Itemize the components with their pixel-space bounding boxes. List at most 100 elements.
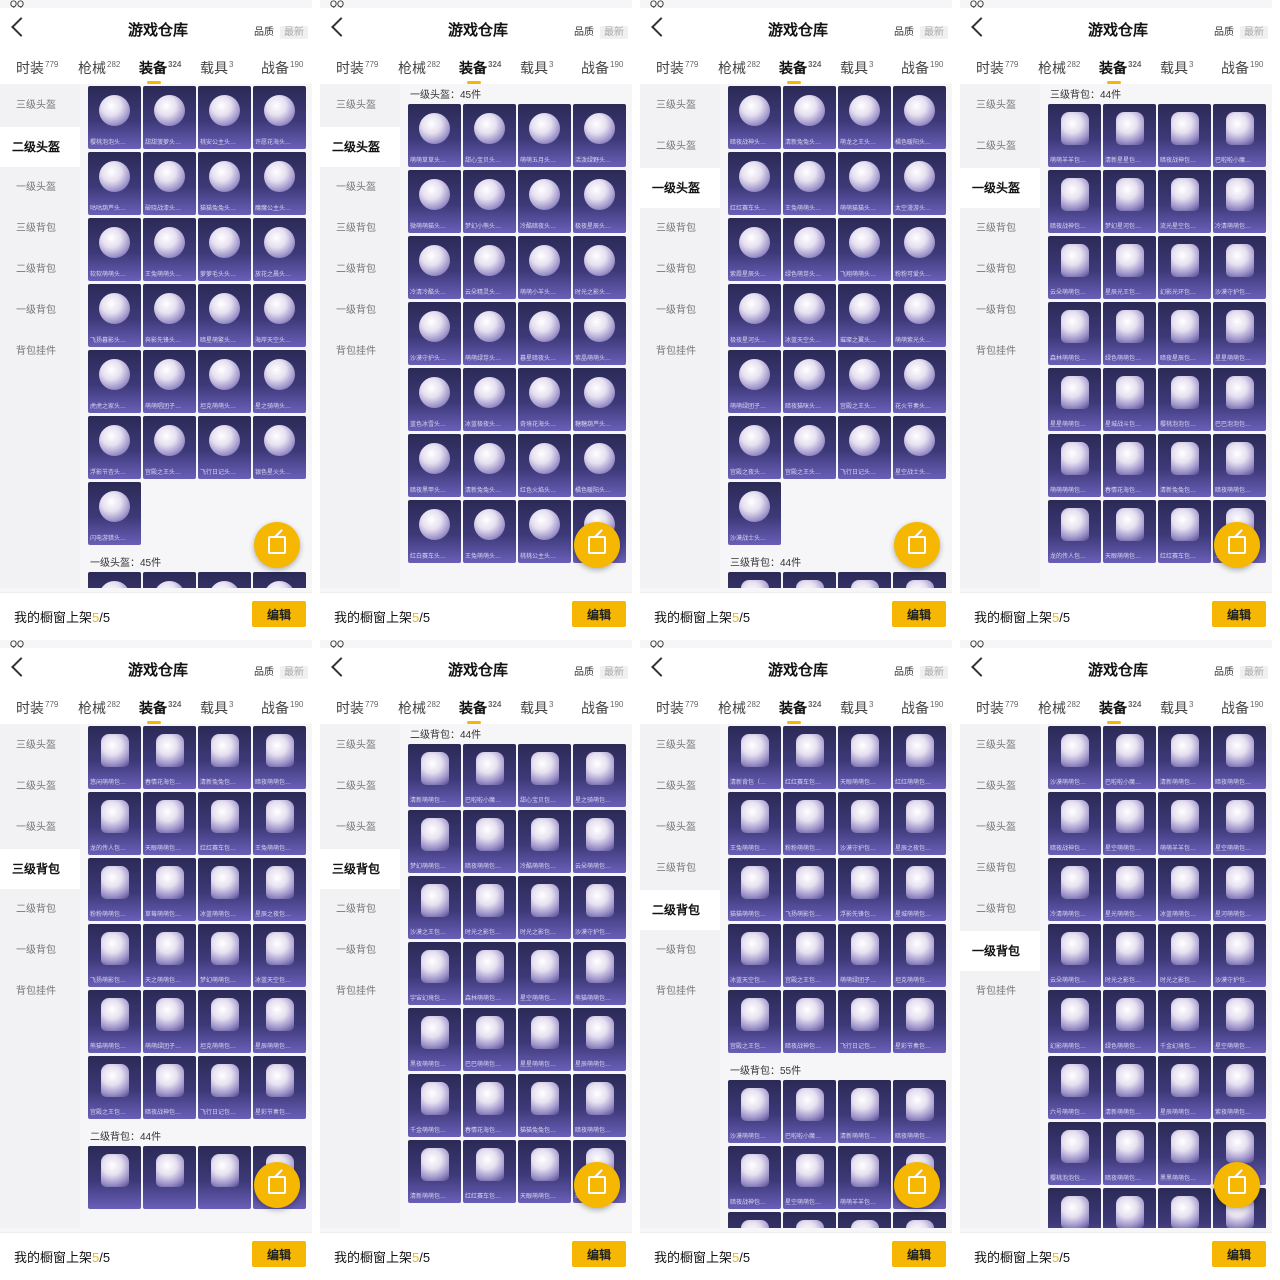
tab-0[interactable]: 时装779 [656, 698, 698, 718]
item-card[interactable]: 沙漠守护包… [573, 876, 626, 939]
item-card[interactable]: 千金萌萌包… [408, 1074, 461, 1137]
item-card[interactable]: 绿色萌萌包… [1103, 990, 1156, 1053]
item-card[interactable]: 飞扬萌影包… [783, 858, 836, 921]
item-card[interactable]: 幻影光环包… [1158, 236, 1211, 299]
sidebar-item[interactable]: 三级头盔 [336, 100, 376, 111]
item-card[interactable]: 暗夜萌萌包… [253, 726, 306, 789]
item-card[interactable]: 红红赛车包… [783, 726, 836, 789]
item-card[interactable]: 萌萌五月头… [518, 104, 571, 167]
item-card[interactable]: 粉粉可爱头… [893, 218, 946, 281]
item-card[interactable]: 黑黑萌萌包… [1158, 1122, 1211, 1185]
sidebar-item[interactable]: 三级头盔 [16, 100, 56, 111]
sidebar-item[interactable]: 三级头盔 [656, 740, 696, 751]
sidebar-item[interactable]: 三级背包 [336, 223, 376, 234]
item-card[interactable]: 星辰萌萌包… [253, 990, 306, 1053]
item-card[interactable]: 星光萌萌包… [1103, 858, 1156, 921]
item-card[interactable]: 暗夜萌萌包… [463, 810, 516, 873]
sidebar-item[interactable]: 三级背包 [656, 863, 696, 874]
sort-quality-button[interactable]: 品质 [894, 27, 914, 38]
item-card[interactable]: 红白赛车头… [408, 500, 461, 563]
item-card[interactable]: 暗夜黑甲头… [408, 434, 461, 497]
tab-0[interactable]: 时装779 [976, 58, 1018, 78]
item-card[interactable]: 清新萌萌包… [1158, 726, 1211, 789]
item-card[interactable] [253, 572, 306, 588]
item-card[interactable]: 天眼萌萌包… [838, 726, 891, 789]
sidebar-item[interactable]: 一级背包 [336, 945, 376, 956]
tab-4[interactable]: 战备190 [1221, 698, 1263, 718]
tab-3[interactable]: 载具3 [840, 58, 873, 78]
item-card[interactable]: 星辰光王包… [1103, 236, 1156, 299]
item-card[interactable]: 萌萌草草头… [408, 104, 461, 167]
sidebar-item[interactable]: 三级头盔 [336, 740, 376, 751]
item-card[interactable]: 萌萌绿芽头… [463, 302, 516, 365]
sort-quality-button[interactable]: 品质 [1214, 27, 1234, 38]
item-card[interactable]: 梦幻小熊头… [463, 170, 516, 233]
tab-0[interactable]: 时装779 [16, 698, 58, 718]
item-card[interactable] [838, 572, 891, 588]
tab-4[interactable]: 战备190 [581, 698, 623, 718]
item-card[interactable]: 星辰之夜包… [253, 858, 306, 921]
edit-button[interactable]: 编辑 [252, 601, 306, 627]
item-card[interactable]: 星城战斗包… [1103, 368, 1156, 431]
item-card[interactable]: 飞扬萌影包… [88, 924, 141, 987]
item-card[interactable]: 糖糖葫芦头… [573, 368, 626, 431]
item-card[interactable]: 萌萌绿团子… [838, 924, 891, 987]
sidebar-item[interactable]: 三级背包 [976, 863, 1016, 874]
item-card[interactable]: 云朵萌萌包… [1048, 924, 1101, 987]
item-card[interactable]: 桃安公主头… [198, 86, 251, 149]
tab-0[interactable]: 时装779 [16, 58, 58, 78]
item-card[interactable]: 冰蓝天空包… [253, 924, 306, 987]
sort-newest-button[interactable]: 最新 [280, 26, 308, 39]
item-card[interactable]: 清新背包（… [728, 726, 781, 789]
sort-quality-button[interactable]: 品质 [574, 667, 594, 678]
tab-1[interactable]: 枪械282 [398, 698, 440, 718]
tab-3[interactable]: 载具3 [1160, 58, 1193, 78]
item-card[interactable]: 清新兔兔包… [1158, 434, 1211, 497]
item-card[interactable]: 云朵萌萌包… [1048, 236, 1101, 299]
sort-quality-button[interactable]: 品质 [254, 667, 274, 678]
tab-1[interactable]: 枪械282 [78, 698, 120, 718]
item-card[interactable]: 许愿花海头… [253, 86, 306, 149]
share-button[interactable] [574, 522, 620, 568]
item-card[interactable]: 沙漠守护包… [838, 792, 891, 855]
item-card[interactable]: 太空漫游头… [893, 152, 946, 215]
item-card[interactable]: 沙漠之王包… [408, 876, 461, 939]
item-card[interactable]: 梦幻萌萌包… [408, 810, 461, 873]
sidebar-item[interactable]: 一级头盔 [16, 182, 56, 193]
sidebar-item[interactable]: 二级头盔 [976, 781, 1016, 792]
item-card[interactable]: 时光之影包… [1103, 924, 1156, 987]
item-card[interactable]: 天眼萌萌包… [518, 1140, 571, 1203]
item-card[interactable]: 暗夜星辰包… [1158, 302, 1211, 365]
item-card[interactable]: 暮星暗夜头… [518, 302, 571, 365]
sidebar-item[interactable]: 二级背包 [16, 264, 56, 275]
item-card[interactable]: 星城萌萌包… [893, 858, 946, 921]
item-card[interactable]: 樱桃泡泡包… [1048, 1122, 1101, 1185]
sidebar-item[interactable]: 背包挂件 [976, 346, 1016, 357]
item-card[interactable]: 暗夜萌萌包… [573, 1074, 626, 1137]
item-card[interactable]: 猫猫萌萌包… [728, 858, 781, 921]
tab-0[interactable]: 时装779 [656, 58, 698, 78]
sidebar-item[interactable]: 一级头盔 [336, 182, 376, 193]
item-card[interactable]: 闪电游猎头… [88, 482, 141, 545]
tab-2[interactable]: 装备324 [779, 698, 821, 724]
tab-3[interactable]: 载具3 [200, 58, 233, 78]
sidebar-item[interactable]: 背包挂件 [16, 986, 56, 997]
tab-2[interactable]: 装备324 [459, 698, 501, 724]
sort-quality-button[interactable]: 品质 [254, 27, 274, 38]
item-card[interactable]: 冰蓝萌萌包… [1158, 858, 1211, 921]
sidebar-item[interactable]: 一级头盔 [16, 822, 56, 833]
item-card[interactable] [198, 572, 251, 588]
item-card[interactable]: 红红赛车包… [1158, 500, 1211, 563]
tab-2[interactable]: 装备324 [139, 698, 181, 724]
item-card[interactable]: 沙漠守护包… [1213, 924, 1266, 987]
item-card[interactable]: 星空萌萌包… [783, 1146, 836, 1209]
item-card[interactable]: 宫殿之王头… [143, 416, 196, 479]
tab-1[interactable]: 枪械282 [718, 58, 760, 78]
item-card[interactable]: 飞行日记头… [838, 416, 891, 479]
item-card[interactable]: 璀璨之翼头… [838, 284, 891, 347]
sort-newest-button[interactable]: 最新 [1240, 666, 1268, 679]
sort-newest-button[interactable]: 最新 [600, 26, 628, 39]
item-card[interactable]: 萌萌萌萌包… [1048, 434, 1101, 497]
item-card[interactable]: 暗夜战神包… [728, 1146, 781, 1209]
item-card[interactable] [1048, 1188, 1101, 1228]
